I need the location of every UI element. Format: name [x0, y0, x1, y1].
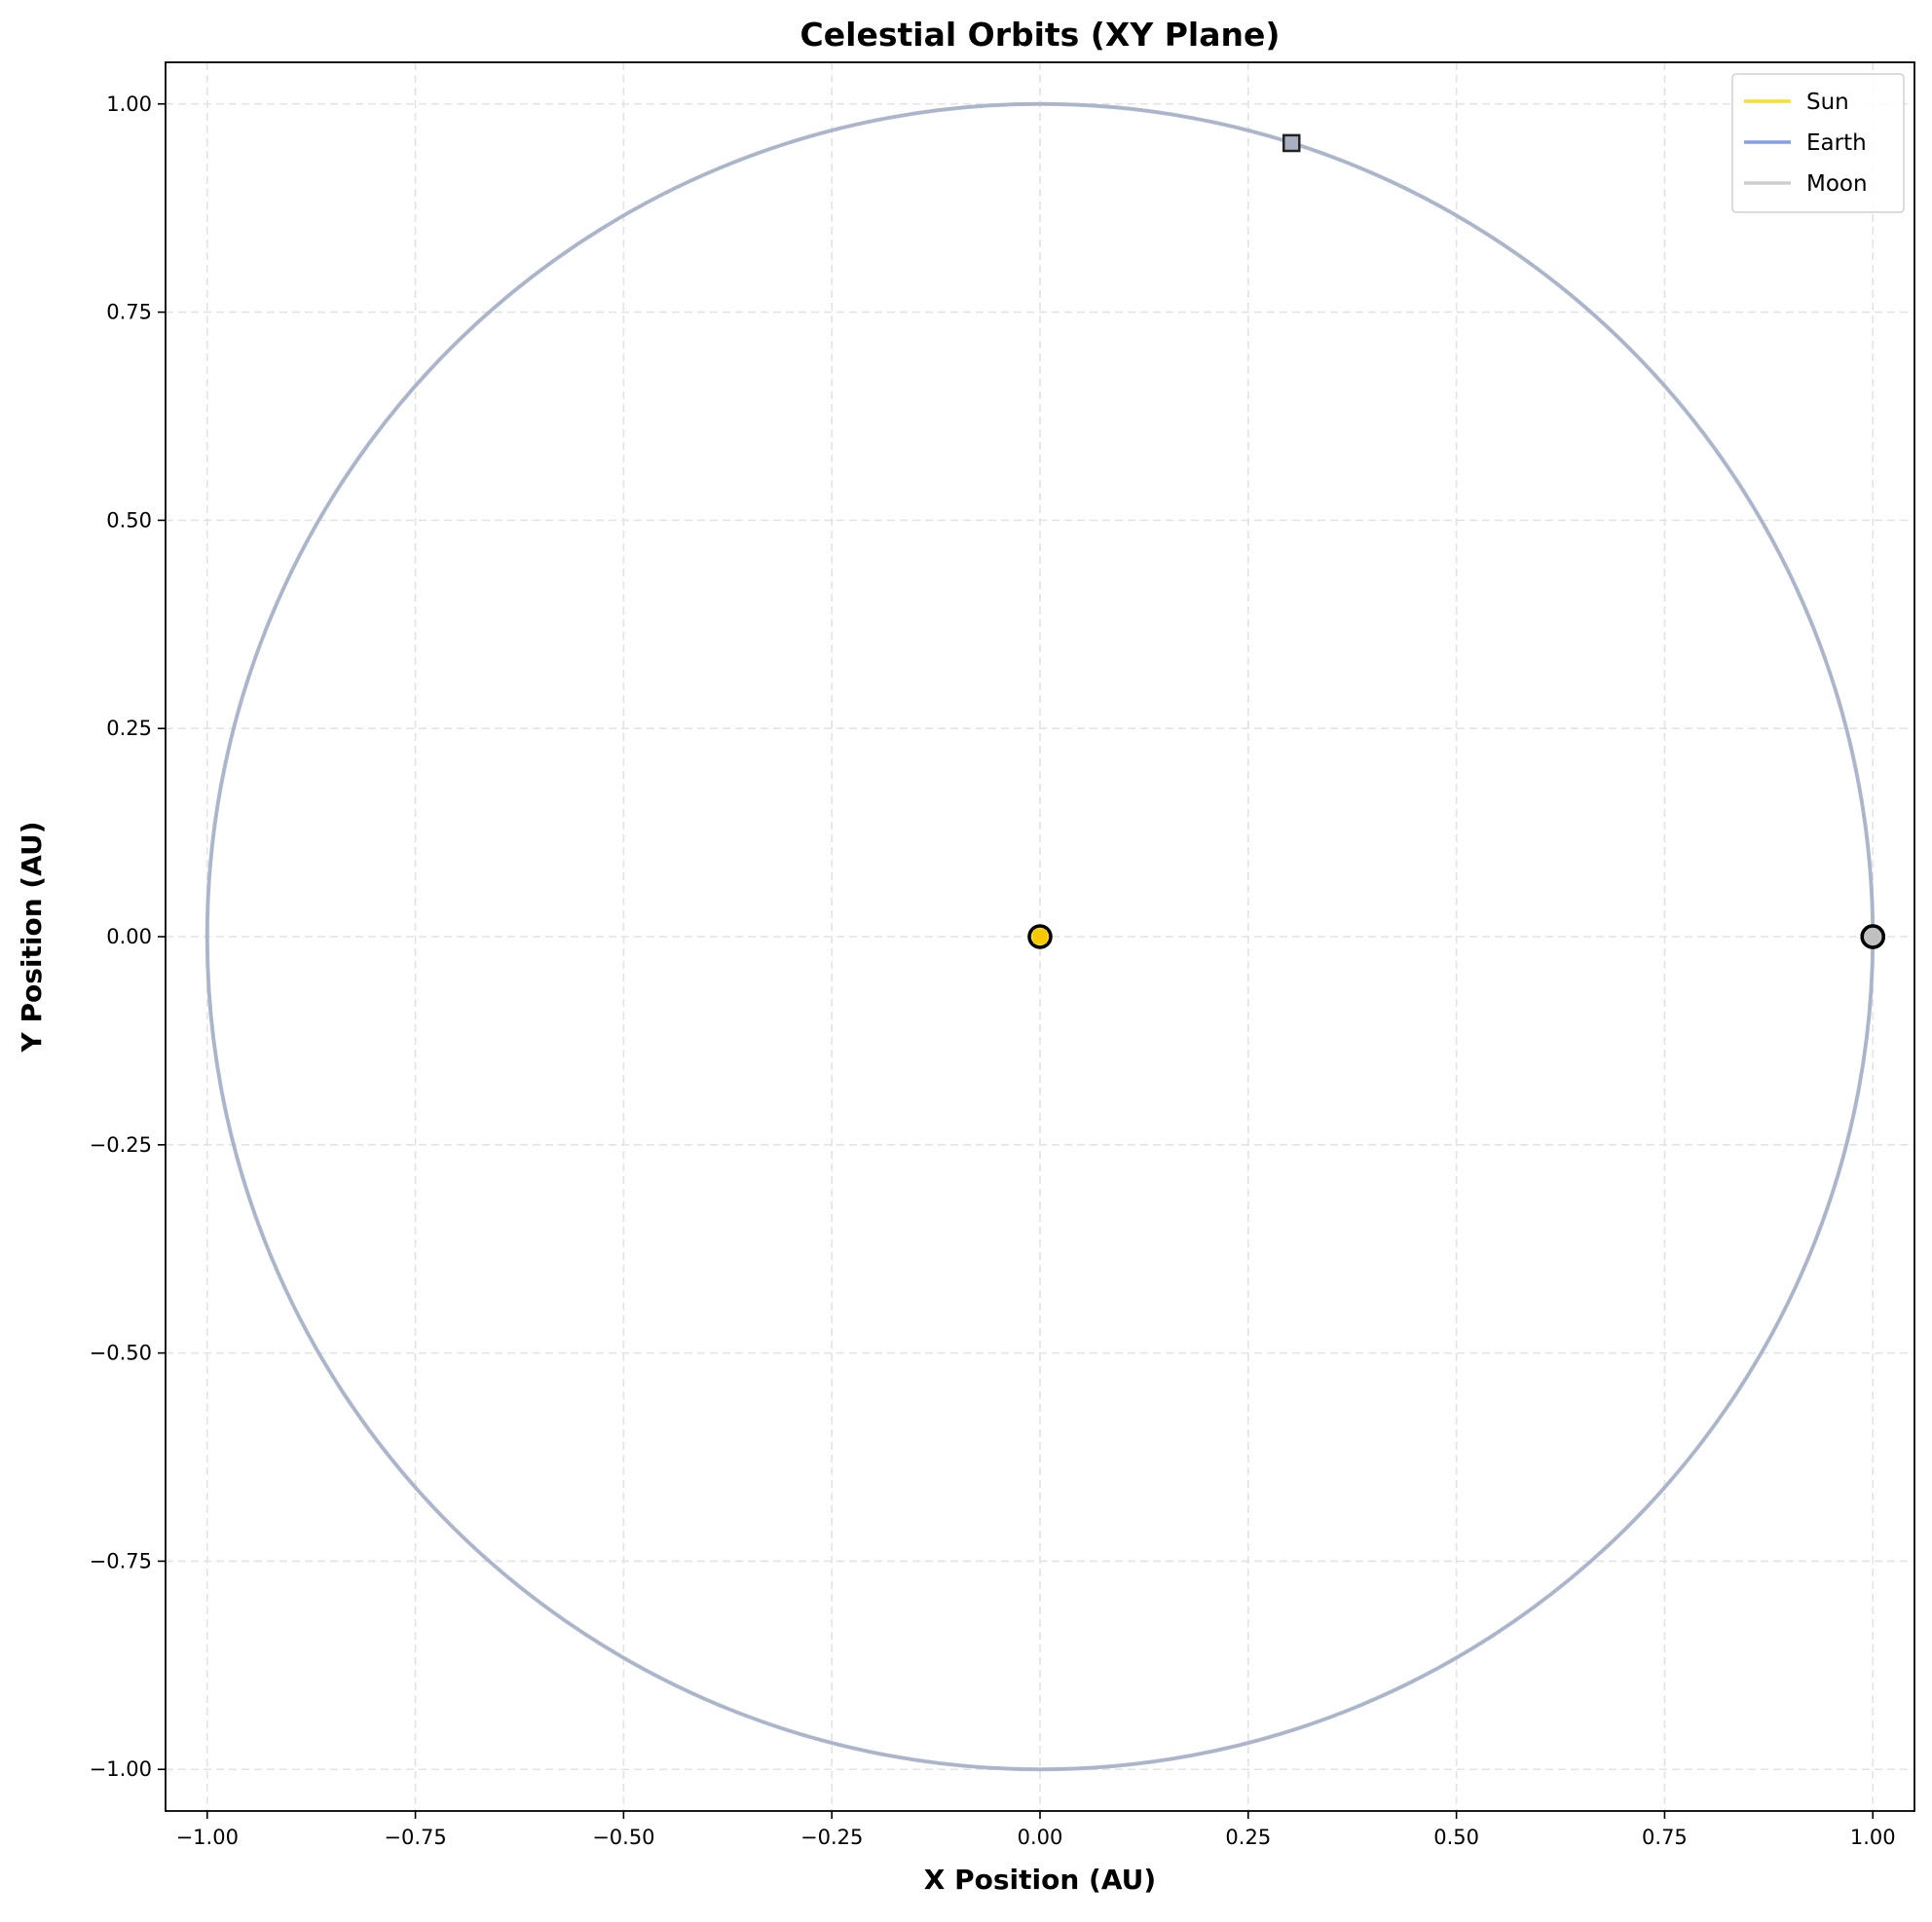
x-tick-label: −1.00	[176, 1826, 239, 1849]
y-tick-label: −1.00	[90, 1757, 152, 1781]
legend-label-moon: Moon	[1806, 171, 1868, 197]
legend-label-earth: Earth	[1806, 130, 1867, 156]
legend-box	[1731, 73, 1905, 213]
moon-start-marker	[1860, 924, 1885, 949]
x-axis-ticks: −1.00 −0.75 −0.50 −0.25 0.00 0.25 0.50 0.75 1.00	[176, 1811, 1896, 1849]
sun-end-marker	[1033, 930, 1047, 943]
y-tick-label: −0.75	[90, 1549, 152, 1572]
body-markers	[1027, 133, 1885, 949]
x-tick-label: −0.50	[592, 1826, 654, 1849]
x-tick-label: 0.00	[1018, 1826, 1063, 1849]
y-axis-label: Y Position (AU)	[16, 821, 48, 1053]
x-tick-label: 1.00	[1850, 1826, 1896, 1849]
x-axis-label: X Position (AU)	[924, 1864, 1156, 1896]
y-tick-label: 1.00	[106, 92, 152, 116]
y-tick-label: 0.25	[106, 717, 152, 740]
x-tick-label: −0.75	[384, 1826, 446, 1849]
y-tick-label: −0.25	[90, 1133, 152, 1157]
y-tick-label: 0.50	[106, 508, 152, 532]
y-tick-label: 0.75	[106, 301, 152, 324]
y-tick-label: −0.50	[90, 1342, 152, 1365]
y-axis-ticks: −1.00 −0.75 −0.50 −0.25 0.00 0.25 0.50 0.75 1.00	[90, 92, 166, 1781]
moon-end-marker	[1282, 133, 1301, 153]
x-tick-label: 0.50	[1433, 1826, 1479, 1849]
x-tick-label: −0.25	[800, 1826, 863, 1849]
chart-title: Celestial Orbits (XY Plane)	[800, 16, 1281, 54]
x-tick-label: 0.75	[1642, 1826, 1688, 1849]
legend-label-sun: Sun	[1806, 90, 1849, 115]
y-tick-label: 0.00	[106, 925, 152, 948]
x-tick-label: 0.25	[1225, 1826, 1271, 1849]
legend: Sun Earth Moon	[1731, 73, 1905, 213]
